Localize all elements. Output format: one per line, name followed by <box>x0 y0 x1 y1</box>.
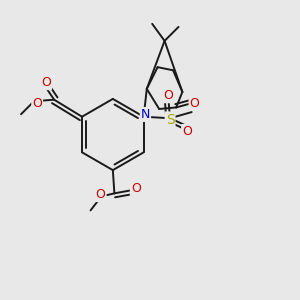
Text: S: S <box>166 112 175 127</box>
Text: N: N <box>141 108 150 121</box>
Text: O: O <box>96 188 106 201</box>
Text: O: O <box>131 182 141 195</box>
Text: O: O <box>32 97 42 110</box>
Text: O: O <box>41 76 51 89</box>
Text: O: O <box>163 89 172 102</box>
Text: O: O <box>190 97 200 110</box>
Text: O: O <box>182 125 192 138</box>
